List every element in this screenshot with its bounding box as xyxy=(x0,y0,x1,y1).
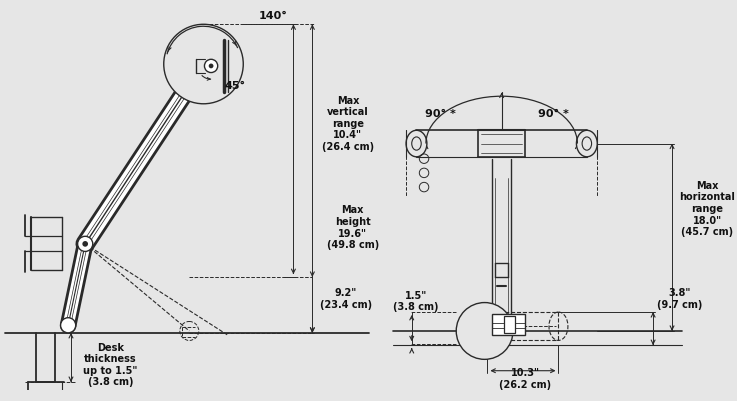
Text: Max
vertical
range
10.4"
(26.4 cm): Max vertical range 10.4" (26.4 cm) xyxy=(322,95,374,152)
Circle shape xyxy=(209,65,214,69)
Bar xyxy=(492,314,525,335)
Circle shape xyxy=(60,318,76,333)
Text: Max
horizontal
range
18.0"
(45.7 cm): Max horizontal range 18.0" (45.7 cm) xyxy=(680,180,736,237)
Circle shape xyxy=(204,60,217,73)
Circle shape xyxy=(164,25,243,105)
Text: 90° *: 90° * xyxy=(425,109,455,119)
Circle shape xyxy=(83,241,88,247)
Ellipse shape xyxy=(576,131,597,158)
Text: 9.2"
(23.4 cm): 9.2" (23.4 cm) xyxy=(320,287,372,309)
Text: 3.8"
(9.7 cm): 3.8" (9.7 cm) xyxy=(657,287,702,309)
Text: 90° *: 90° * xyxy=(538,109,569,119)
Text: 10.3"
(26.2 cm): 10.3" (26.2 cm) xyxy=(499,368,551,389)
Ellipse shape xyxy=(406,131,427,158)
Circle shape xyxy=(456,303,513,359)
Circle shape xyxy=(77,237,93,252)
Text: Desk
thickness
up to 1.5"
(3.8 cm): Desk thickness up to 1.5" (3.8 cm) xyxy=(83,342,138,387)
Bar xyxy=(503,316,515,333)
Text: 140°: 140° xyxy=(259,11,288,21)
Text: 45°: 45° xyxy=(224,81,245,91)
Text: 1.5"
(3.8 cm): 1.5" (3.8 cm) xyxy=(393,290,439,312)
Text: Max
height
19.6"
(49.8 cm): Max height 19.6" (49.8 cm) xyxy=(326,205,379,249)
